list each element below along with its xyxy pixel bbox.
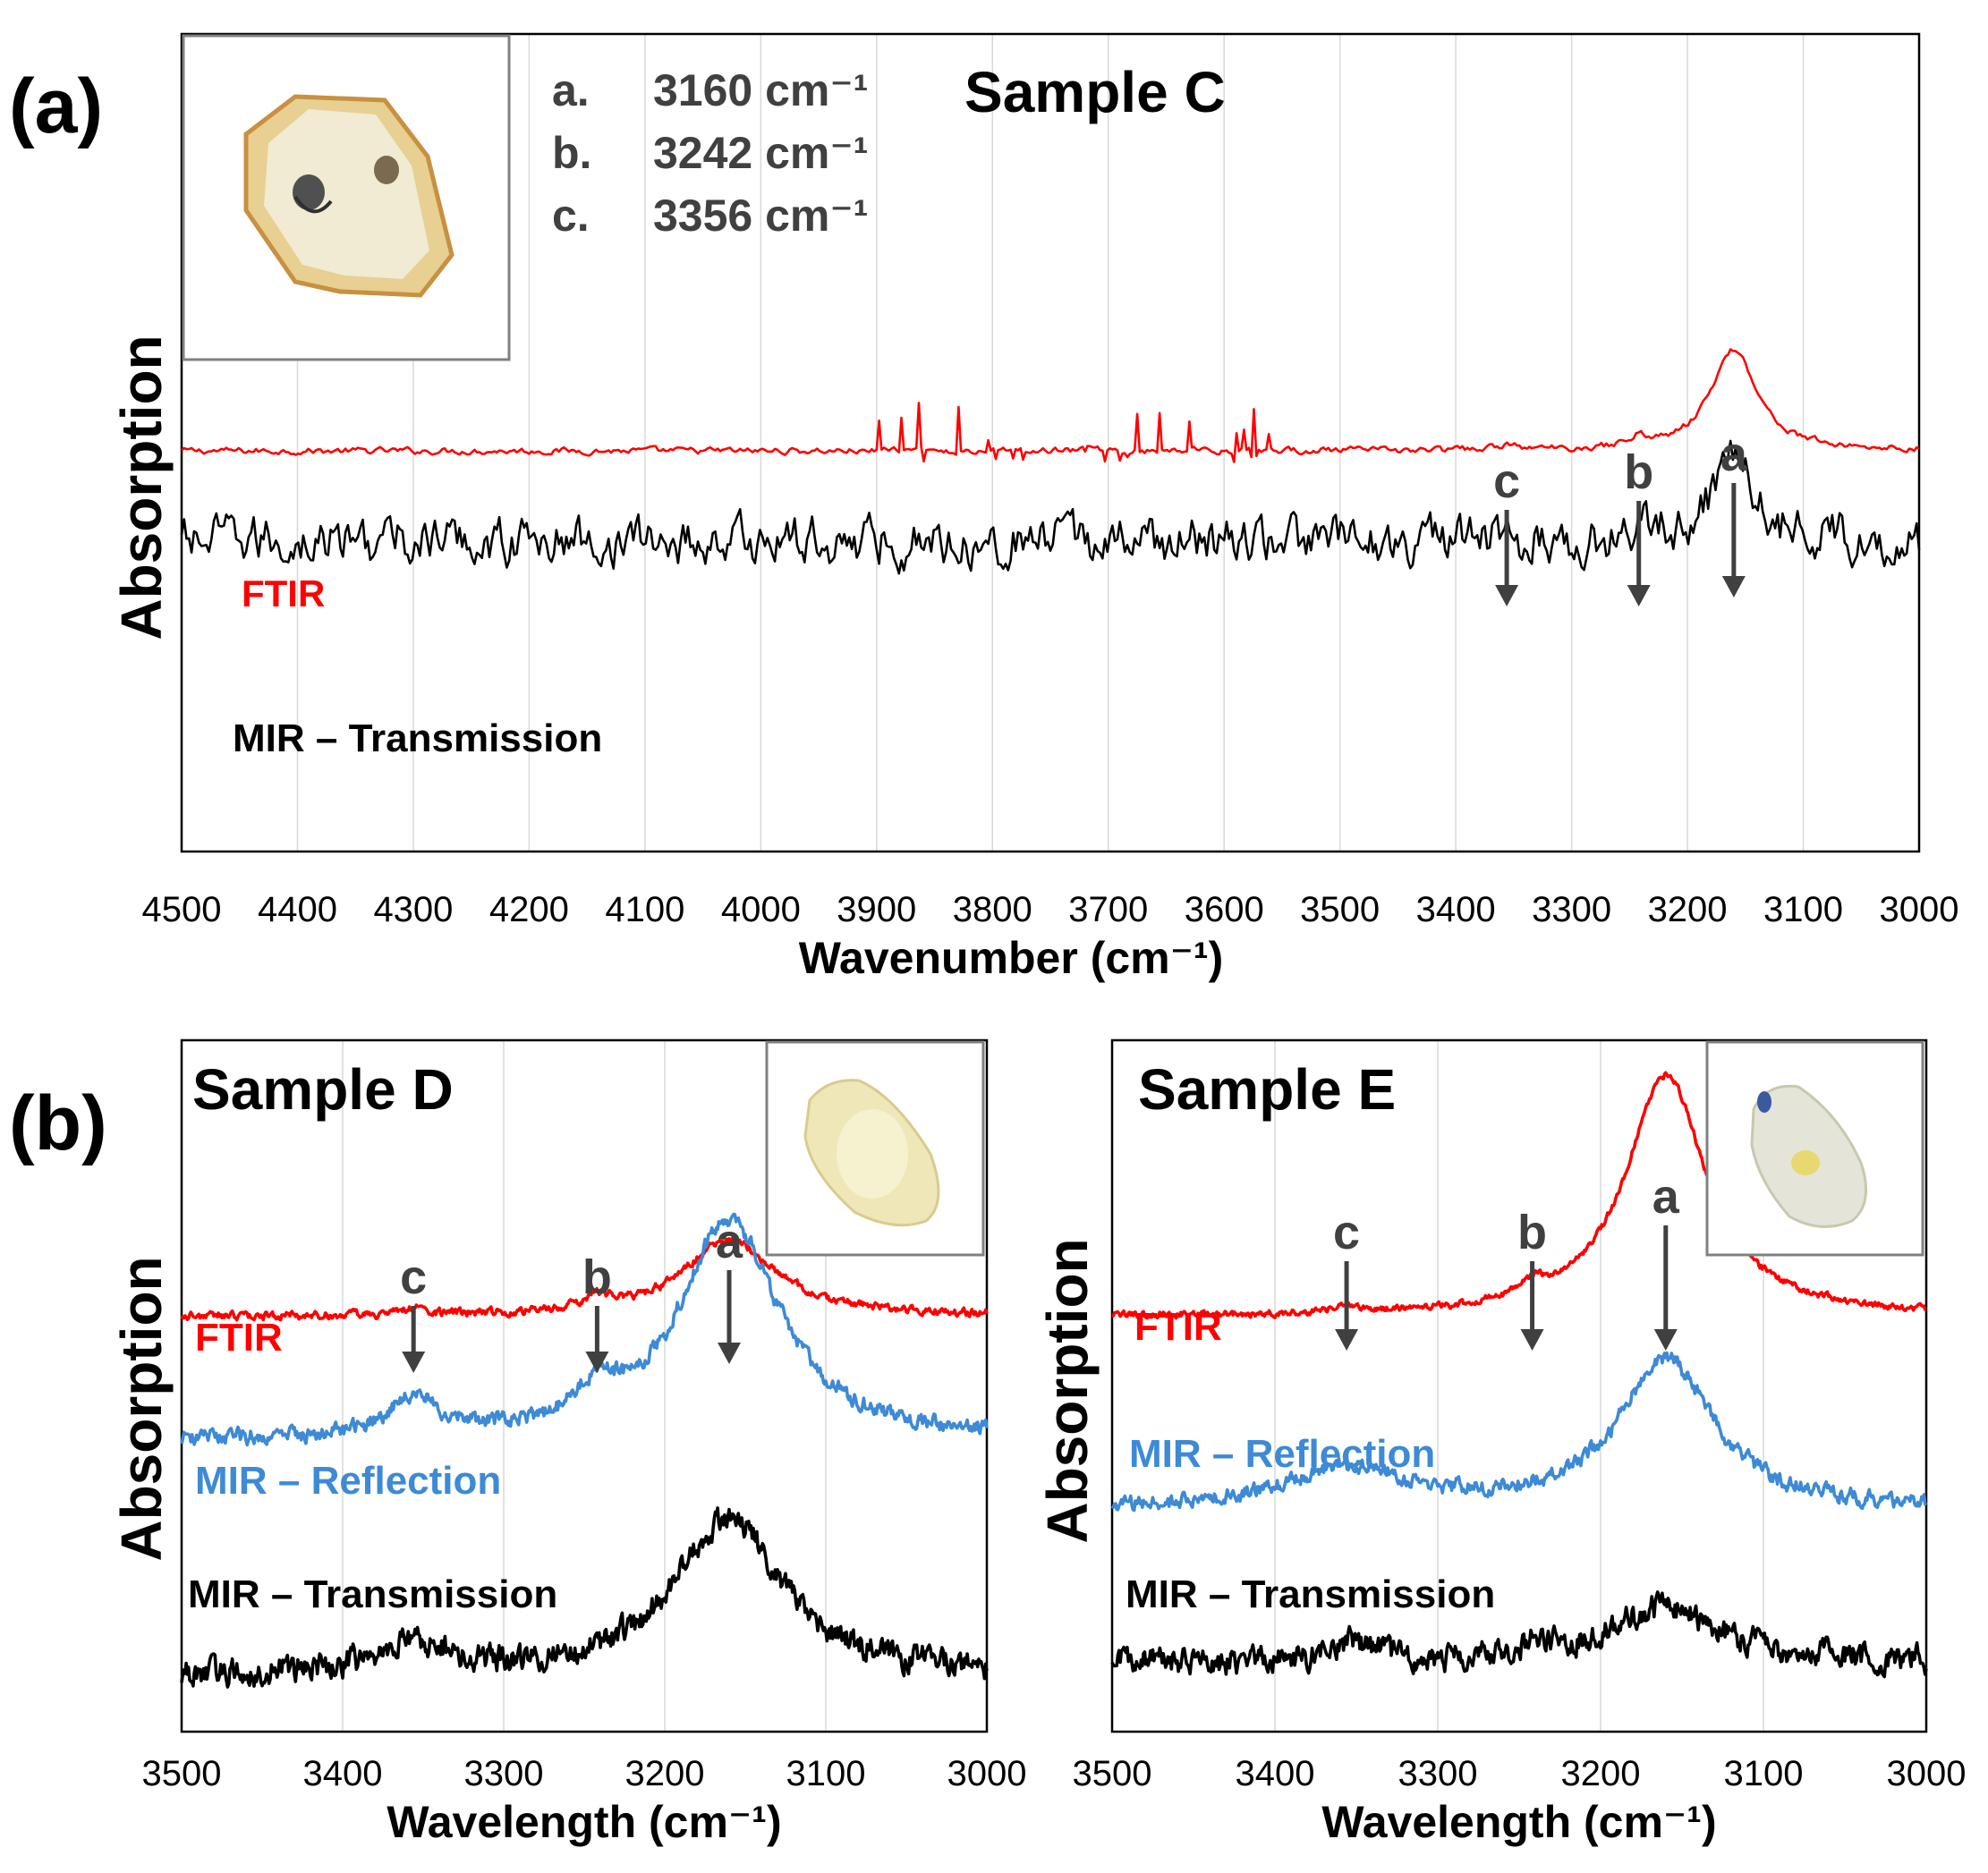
panel-b-right: Absorption 3500 3400 3300 3200 3100 3000 Samp… [1035, 1038, 1967, 1847]
panel-a-peak-arrows: a b c [1493, 428, 1748, 606]
peak-arrow-head-a [1721, 576, 1746, 597]
panel-b-left-tick-labels: 3500 3400 3300 3200 3100 3000 [142, 1754, 1027, 1793]
x-tick-label: 3700 [1068, 890, 1148, 929]
x-tick-label: 4400 [258, 890, 337, 929]
panel-b-right-series-label-mir-reflection: MIR – Reflection [1129, 1432, 1435, 1476]
peak-label-a: a [1720, 428, 1748, 481]
x-tick-label: 3300 [1398, 1754, 1478, 1793]
panel-a-label: (a) [9, 64, 103, 149]
peak-arrow-head-a [1653, 1329, 1678, 1351]
x-tick-label: 3200 [1561, 1754, 1641, 1793]
x-tick-label: 3500 [142, 1754, 222, 1793]
panel-a-y-axis-label: Absorption [109, 335, 174, 640]
peak-arrow-head-c [1335, 1329, 1359, 1351]
panel-b-right-series [1110, 1071, 1928, 1679]
note-c-value: 3356 cm⁻¹ [653, 191, 868, 241]
panel-b-left-y-axis-label: Absorption [109, 1256, 174, 1561]
peak-label-b: b [1624, 445, 1653, 499]
x-tick-label: 3000 [1880, 890, 1959, 929]
series-line-ftir [180, 1236, 989, 1322]
panel-a-series-label-mir-transmission: MIR – Transmission [233, 716, 602, 760]
panel-b-left-plot-frame [180, 1038, 989, 1733]
series-line-mir-reflection [1110, 1351, 1928, 1513]
panel-b-left-series-label-mir-reflection: MIR – Reflection [195, 1459, 501, 1503]
panel-b-left-series [180, 1212, 989, 1689]
series-line-ftir [1111, 1071, 1927, 1320]
series-line-ftir [181, 348, 1920, 463]
peak-label-c: c [400, 1250, 427, 1304]
peak-label-b: b [1517, 1206, 1547, 1259]
panel-b-right-plot-frame [1110, 1038, 1928, 1733]
panel-b-left-peak-arrows: a b c [400, 1215, 743, 1373]
x-tick-label: 3800 [953, 890, 1032, 929]
x-tick-label: 3600 [1185, 890, 1264, 929]
panel-a-title: Sample C [964, 60, 1226, 124]
series-line-mir-transmission [180, 1506, 989, 1689]
panel-a-plot-frame [180, 32, 1921, 853]
x-tick-label: 3500 [1073, 1754, 1152, 1793]
x-tick-label: 3200 [625, 1754, 705, 1793]
sample-d-photo [765, 1040, 985, 1257]
x-tick-label: 3500 [1300, 890, 1380, 929]
peak-arrow-head-b [585, 1352, 609, 1373]
note-a-letter: a. [552, 65, 590, 115]
peak-label-c: c [1333, 1206, 1360, 1259]
x-tick-label: 3400 [1236, 1754, 1315, 1793]
x-tick-label: 3100 [786, 1754, 866, 1793]
x-tick-label: 3000 [947, 1754, 1027, 1793]
panel-b-left-title: Sample D [192, 1057, 454, 1122]
panel-b-label: (b) [9, 1081, 107, 1166]
peak-arrow-head-c [402, 1352, 426, 1373]
note-c-letter: c. [552, 191, 590, 241]
peak-label-a: a [1652, 1170, 1680, 1224]
series-line-mir-reflection [180, 1212, 989, 1447]
peak-arrow-head-b [1627, 585, 1651, 606]
x-tick-label: 3400 [303, 1754, 383, 1793]
peak-label-c: c [1493, 454, 1520, 508]
x-tick-label: 4300 [373, 890, 453, 929]
x-tick-label: 3300 [1532, 890, 1611, 929]
peak-arrow-head-b [1520, 1329, 1544, 1351]
panel-b-left-series-label-mir-transmission: MIR – Transmission [188, 1572, 557, 1616]
x-tick-label: 3900 [837, 890, 916, 929]
note-b-value: 3242 cm⁻¹ [653, 128, 868, 178]
x-tick-label: 3400 [1416, 890, 1496, 929]
peak-label-b: b [582, 1250, 612, 1304]
peak-arrow-head-a [718, 1343, 741, 1364]
x-tick-label: 3100 [1763, 890, 1843, 929]
note-a-value: 3160 cm⁻¹ [653, 65, 868, 115]
x-tick-label: 3200 [1648, 890, 1728, 929]
peak-arrow-head-c [1495, 585, 1519, 606]
sample-c-photo [182, 34, 511, 361]
series-line-mir-transmission [1110, 1590, 1928, 1679]
panel-b-right-series-label-ftir: FTIR [1134, 1305, 1222, 1349]
sample-e-photo [1705, 1040, 1924, 1257]
panel-b-left-x-axis-label: Wavelength (cm⁻¹) [387, 1797, 781, 1847]
x-tick-label: 4100 [605, 890, 684, 929]
x-tick-label: 3300 [464, 1754, 544, 1793]
panel-b-right-tick-labels: 3500 3400 3300 3200 3100 3000 [1073, 1754, 1967, 1793]
panel-b-left: (b) Absorption 3500 3400 3300 3200 3100 3000 … [9, 1038, 1027, 1847]
series-line-mir-transmission [180, 439, 1921, 575]
x-tick-label: 4200 [489, 890, 569, 929]
panel-b-right-y-axis-label: Absorption [1035, 1238, 1100, 1543]
panel-b-right-x-axis-label: Wavelength (cm⁻¹) [1321, 1797, 1716, 1847]
panel-b-right-peak-arrows: a b c [1333, 1170, 1680, 1351]
panel-a-series [180, 348, 1921, 575]
panel-a-tick-labels: 4500 4400 4300 4200 4100 4000 3900 3800 3700 3600… [142, 890, 1959, 929]
x-tick-label: 4000 [721, 890, 801, 929]
panel-a-x-axis-label: Wavenumber (cm⁻¹) [799, 933, 1224, 983]
peak-label-a: a [716, 1215, 743, 1268]
panel-b-right-series-label-mir-transmission: MIR – Transmission [1126, 1572, 1495, 1616]
panel-b-left-series-label-ftir: FTIR [195, 1316, 283, 1360]
x-tick-label: 3100 [1724, 1754, 1804, 1793]
panel-a-series-label-ftir: FTIR [242, 572, 325, 614]
panel-a: (a) Absorption 4500 4400 4300 4200 4100 4000 3… [9, 32, 1959, 983]
panel-b-right-title: Sample E [1138, 1057, 1396, 1122]
x-tick-label: 3000 [1887, 1754, 1967, 1793]
x-tick-label: 4500 [142, 890, 222, 929]
note-b-letter: b. [552, 128, 591, 178]
